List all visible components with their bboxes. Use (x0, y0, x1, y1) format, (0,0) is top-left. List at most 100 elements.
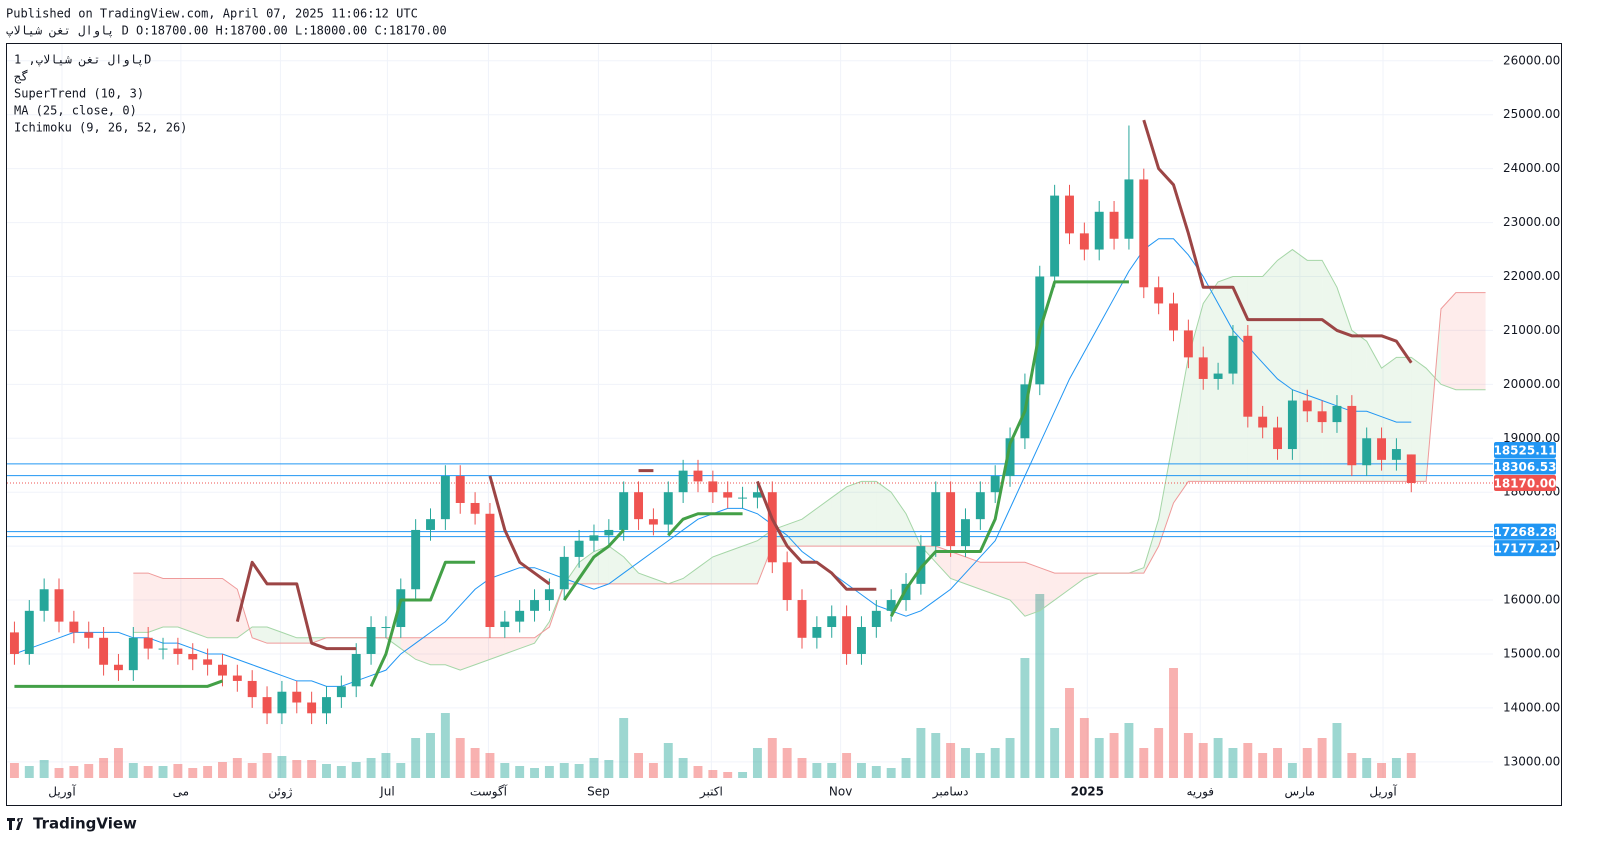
candle-body (1065, 195, 1074, 234)
cloud (1069, 573, 1085, 590)
volume-bar (54, 768, 64, 778)
candle-body (1406, 454, 1416, 484)
candle-body (54, 589, 64, 622)
volume-bar (752, 748, 762, 778)
candle-body (158, 648, 168, 650)
cloud (727, 546, 743, 584)
x-tick-label: آوریل (1369, 784, 1397, 800)
volume-bar (1005, 738, 1015, 778)
volume-bar (426, 733, 435, 778)
cloud (876, 481, 892, 547)
volume-bar (440, 713, 450, 778)
volume-bar (812, 763, 822, 778)
candle-body (663, 492, 673, 525)
candle-body (455, 476, 465, 503)
volume-bar (351, 762, 361, 778)
candle-body (1377, 438, 1387, 460)
y-tick-label: 22000.00 (1503, 269, 1560, 283)
volume-bar (931, 733, 941, 778)
volume (9, 594, 1416, 778)
cloud (445, 637, 461, 671)
candle-body (1273, 427, 1282, 450)
candle-body (426, 519, 435, 530)
volume-bar (1183, 733, 1193, 778)
cloud (430, 637, 446, 665)
volume-bar (1065, 688, 1074, 778)
candle-body (247, 680, 257, 698)
legend-symbol: پاوال تغن شیالاپ, 1D (14, 53, 151, 68)
volume-bar (782, 748, 792, 778)
candle-body (173, 648, 183, 654)
candle-body (1287, 400, 1297, 450)
candle-body (39, 589, 49, 611)
volume-bar (1302, 748, 1312, 778)
candle-body (723, 492, 733, 498)
candle-body (1347, 405, 1357, 466)
volume-bar (856, 763, 866, 778)
candle-body (1079, 233, 1089, 250)
price-label-box (1494, 458, 1556, 475)
cloud (1440, 292, 1456, 390)
volume-bar (663, 743, 673, 778)
y-tick-label: 26000.00 (1503, 53, 1560, 67)
candle-body (218, 664, 227, 676)
cloud (1173, 357, 1189, 503)
candle-body (827, 616, 837, 628)
cloud (192, 578, 208, 638)
candle-body (589, 535, 599, 541)
volume-bar (113, 748, 123, 778)
volume-bar (544, 766, 554, 778)
volume-bar (292, 760, 302, 778)
price-label: 17177.21 (1493, 542, 1556, 556)
price-label: 17268.28 (1493, 525, 1556, 539)
candle-body (232, 675, 242, 681)
candle-body (1124, 179, 1134, 239)
volume-bar (678, 758, 688, 778)
axes: 13000.0014000.0015000.0016000.0017000.00… (48, 53, 1560, 799)
x-tick-label: مارس (1285, 785, 1316, 800)
volume-bar (485, 753, 495, 778)
cloud (460, 637, 476, 671)
candle-body (931, 492, 941, 547)
candle-body (574, 540, 584, 557)
candle-body (1050, 195, 1060, 277)
x-tick-label: می (173, 785, 189, 799)
volume-bar (1213, 738, 1223, 778)
candle-body (84, 632, 94, 638)
cloud (252, 627, 268, 644)
volume-bar (232, 758, 242, 778)
price-label-box (1494, 540, 1556, 557)
candle-body (842, 616, 852, 654)
candle-body (128, 637, 138, 671)
volume-bar (1287, 763, 1297, 778)
candle-body (1139, 179, 1149, 288)
cloud (608, 546, 624, 584)
candle-body (648, 519, 658, 525)
volume-bar (1243, 743, 1253, 778)
price-label: 18525.11 (1493, 444, 1556, 458)
candle-body (1317, 411, 1327, 423)
volume-bar (1094, 738, 1104, 778)
supertrend (14, 119, 1413, 688)
price-label-box (1494, 523, 1556, 540)
brand-name: TradingView (33, 815, 137, 833)
y-tick-label: 25000.00 (1503, 107, 1560, 121)
candle-body (277, 691, 287, 714)
volume-bar (203, 766, 213, 778)
candle-body (797, 600, 807, 638)
volume-bar (188, 768, 198, 778)
volume-bar (1169, 668, 1178, 778)
y-tick-label: 13000.00 (1503, 754, 1560, 768)
volume-bar (1347, 753, 1357, 778)
cloud (965, 556, 981, 590)
legend-indicator: MA (25, close, 0) (14, 104, 137, 118)
y-tick-label: 15000.00 (1503, 646, 1560, 660)
cloud (163, 578, 178, 628)
candle-body (1362, 438, 1372, 466)
candle-body (1302, 400, 1312, 412)
cloud (1024, 562, 1040, 617)
volume-bar (336, 766, 346, 778)
volume-bar (218, 762, 227, 778)
